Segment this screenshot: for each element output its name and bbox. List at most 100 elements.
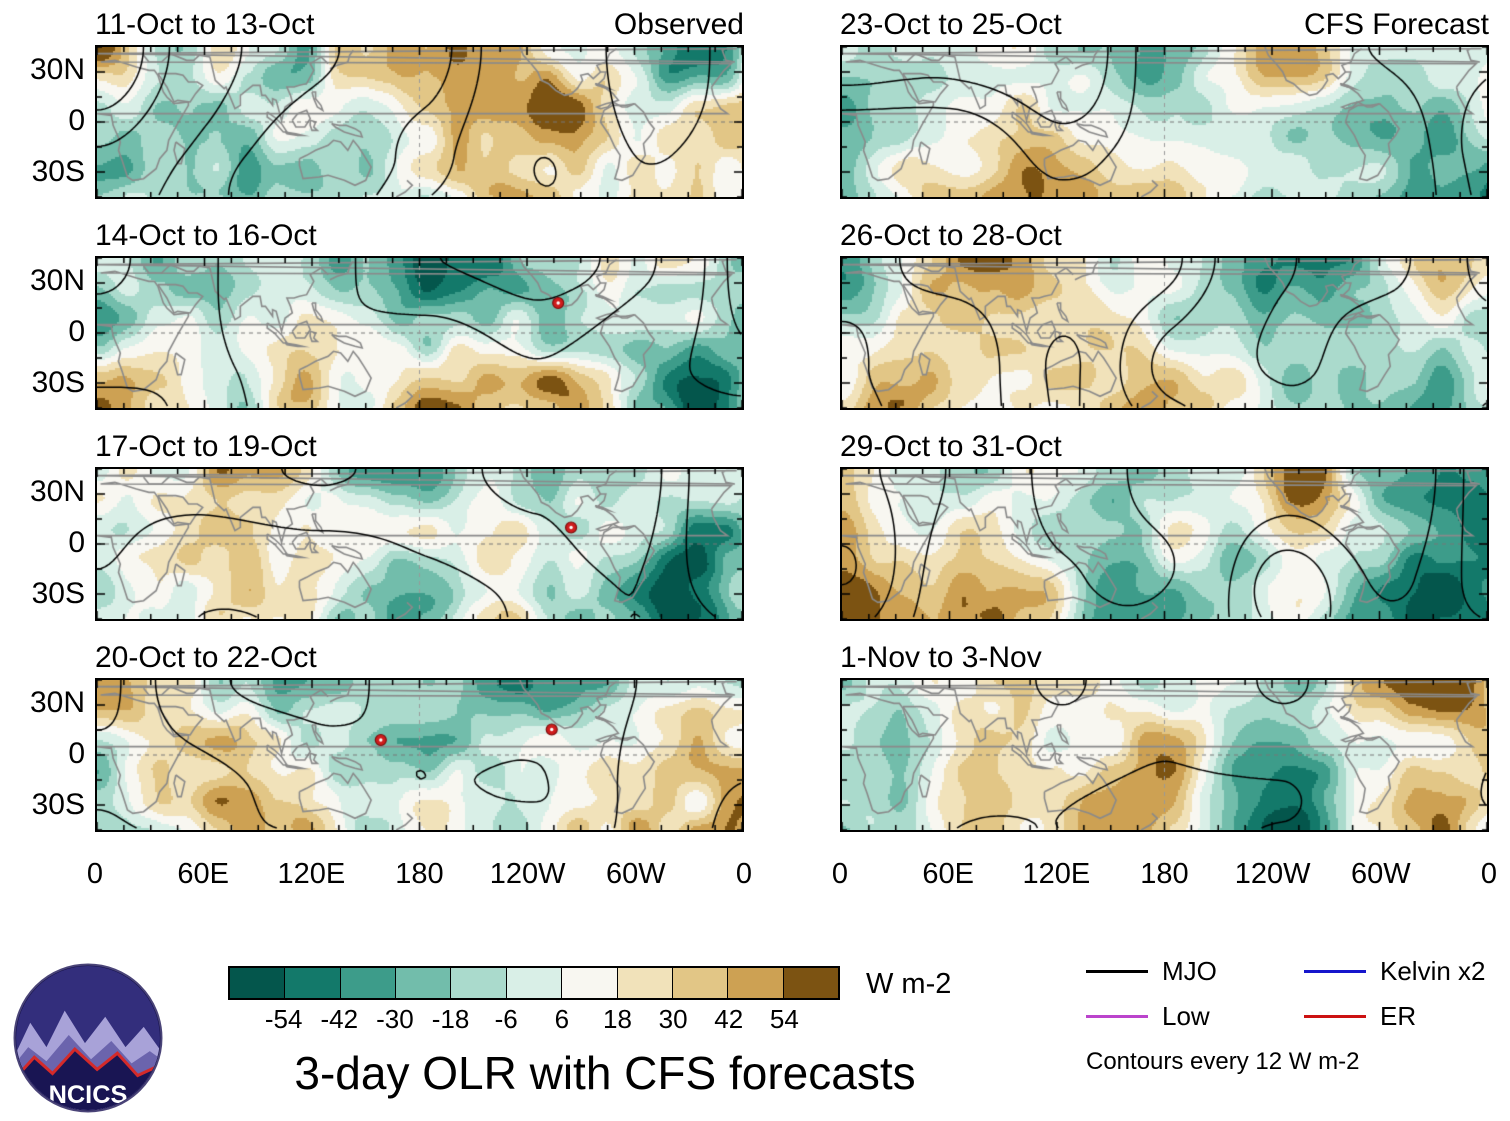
legend: MJO Kelvin x2 Low ER Contours every 12 W… bbox=[1086, 956, 1506, 1076]
panel-forecast-1: 23-Oct to 25-Oct CFS Forecast bbox=[840, 6, 1489, 199]
lon-label: 60W bbox=[606, 858, 666, 890]
er-line-sample bbox=[1304, 1015, 1366, 1018]
colorbar-segment bbox=[284, 968, 340, 998]
map-canvas bbox=[840, 45, 1489, 199]
lat-label-equator: 0 bbox=[68, 526, 85, 559]
panel-header: 14-Oct to 16-Oct bbox=[95, 217, 744, 253]
panel-grid: 11-Oct to 13-Oct Observed 30N 0 30S 23-O… bbox=[30, 6, 1497, 900]
map-canvas bbox=[95, 467, 744, 621]
footer-credit: Carl Schreck (cjschrec@ncsu.edu) bbox=[1150, 1118, 1504, 1121]
map-canvas bbox=[95, 256, 744, 410]
panel-header: 23-Oct to 25-Oct CFS Forecast bbox=[840, 6, 1489, 42]
colorbar-tick: -42 bbox=[320, 1004, 359, 1034]
colorbar-tick: 30 bbox=[658, 1004, 688, 1034]
panel-header: 20-Oct to 22-Oct bbox=[95, 639, 744, 675]
lat-label-30n: 30N bbox=[29, 686, 85, 719]
lat-label-30s: 30S bbox=[31, 788, 85, 821]
legend-label-mjo: MJO bbox=[1162, 956, 1217, 986]
lon-label: 120W bbox=[1234, 858, 1311, 890]
panel-forecast-3: 29-Oct to 31-Oct bbox=[840, 428, 1489, 621]
panel-observed-3: 17-Oct to 19-Oct 30N 0 30S bbox=[30, 428, 744, 621]
footer-url: ncics.org/mjo bbox=[10, 1118, 145, 1121]
column-label-cfs-forecast: CFS Forecast bbox=[1303, 8, 1489, 41]
panel-observed-4: 20-Oct to 22-Oct 30N 0 30S bbox=[30, 639, 744, 832]
colorbar-segment bbox=[616, 968, 672, 998]
lon-label: 0 bbox=[831, 858, 849, 890]
lon-axis-observed: 0 60E 120E 180 120W 60W 0 bbox=[87, 854, 752, 900]
colorbar-segment bbox=[339, 968, 396, 998]
low-line-sample bbox=[1086, 1015, 1148, 1018]
figure-title: 3-day OLR with CFS forecasts bbox=[294, 1047, 916, 1099]
map-area: 30N 0 30S bbox=[30, 467, 744, 621]
lon-label: 180 bbox=[1140, 858, 1189, 890]
panel-title: 20-Oct to 22-Oct bbox=[95, 641, 317, 674]
lon-label: 120E bbox=[1022, 858, 1091, 890]
colorbar: -54 -42 -30 -18 -6 6 18 30 42 54 bbox=[228, 966, 840, 1034]
panel-forecast-2: 26-Oct to 28-Oct bbox=[840, 217, 1489, 410]
colorbar-segment bbox=[395, 968, 451, 998]
lat-label-equator: 0 bbox=[68, 104, 85, 137]
panel-title: 1-Nov to 3-Nov bbox=[840, 641, 1042, 674]
legend-item-er: ER bbox=[1304, 1001, 1504, 1032]
legend-item-mjo: MJO bbox=[1086, 956, 1304, 987]
lon-label: 60E bbox=[177, 858, 229, 890]
lon-label: 0 bbox=[1480, 858, 1498, 890]
colorbar-tick: -18 bbox=[431, 1004, 470, 1034]
lat-label-30n: 30N bbox=[29, 264, 85, 297]
colorbar-tick: -30 bbox=[376, 1004, 414, 1034]
figure-footer-area: NCICS -54 -42 -30 -18 -6 6 18 30 42 54 W m-2 MJO … bbox=[0, 900, 1510, 1121]
map-canvas bbox=[840, 256, 1489, 410]
panel-observed-1: 11-Oct to 13-Oct Observed 30N 0 30S bbox=[30, 6, 744, 199]
panel-observed-2: 14-Oct to 16-Oct 30N 0 30S bbox=[30, 217, 744, 410]
panel-title: 29-Oct to 31-Oct bbox=[840, 430, 1062, 463]
colorbar-segment bbox=[782, 968, 838, 998]
legend-label-kelvin: Kelvin x2 bbox=[1380, 956, 1486, 986]
map-area: 30N 0 30S bbox=[30, 45, 744, 199]
lon-label: 120W bbox=[489, 858, 566, 890]
ncics-logo: NCICS bbox=[13, 963, 163, 1113]
map-canvas bbox=[840, 467, 1489, 621]
legend-label-low: Low bbox=[1162, 1001, 1210, 1031]
logo-text: NCICS bbox=[49, 1081, 128, 1109]
panel-header: 29-Oct to 31-Oct bbox=[840, 428, 1489, 464]
colorbar-segment bbox=[450, 968, 506, 998]
lat-label-30s: 30S bbox=[31, 155, 85, 188]
colorbar-tick: 6 bbox=[554, 1004, 570, 1034]
lon-label: 60E bbox=[922, 858, 974, 890]
lon-axis-forecast: 0 60E 120E 180 120W 60W 0 bbox=[832, 854, 1497, 900]
legend-label-er: ER bbox=[1380, 1001, 1417, 1031]
colorbar-ticks: -54 -42 -30 -18 -6 6 18 30 42 54 bbox=[228, 1000, 840, 1034]
map-area bbox=[840, 256, 1489, 410]
map-area: 30N 0 30S bbox=[30, 256, 744, 410]
panel-title: 26-Oct to 28-Oct bbox=[840, 219, 1062, 252]
colorbar-segments bbox=[228, 966, 840, 1000]
legend-item-kelvin: Kelvin x2 bbox=[1304, 956, 1504, 987]
lon-label: 0 bbox=[735, 858, 753, 890]
map-area bbox=[840, 45, 1489, 199]
lon-label: 120E bbox=[277, 858, 346, 890]
map-canvas bbox=[95, 678, 744, 832]
colorbar-unit: W m-2 bbox=[866, 968, 952, 1000]
colorbar-tick: 42 bbox=[714, 1004, 744, 1034]
map-area bbox=[840, 467, 1489, 621]
lat-label-30n: 30N bbox=[29, 475, 85, 508]
logo-front-ridge bbox=[16, 1049, 160, 1110]
panel-title: 14-Oct to 16-Oct bbox=[95, 219, 317, 252]
logo-red-line bbox=[16, 1047, 160, 1083]
map-area: 30N 0 30S bbox=[30, 678, 744, 832]
kelvin-line-sample bbox=[1304, 970, 1366, 973]
panel-header: 17-Oct to 19-Oct bbox=[95, 428, 744, 464]
colorbar-segment bbox=[230, 968, 285, 998]
lat-label-equator: 0 bbox=[68, 315, 85, 348]
colorbar-segment bbox=[727, 968, 783, 998]
lat-label-30n: 30N bbox=[29, 53, 85, 86]
panel-header: 1-Nov to 3-Nov bbox=[840, 639, 1489, 675]
colorbar-segment bbox=[671, 968, 728, 998]
colorbar-segment bbox=[561, 968, 617, 998]
mjo-line-sample bbox=[1086, 970, 1148, 973]
panel-title: 11-Oct to 13-Oct bbox=[95, 8, 315, 41]
map-canvas bbox=[840, 678, 1489, 832]
colorbar-tick: 18 bbox=[602, 1004, 632, 1034]
lat-label-30s: 30S bbox=[31, 366, 85, 399]
panel-forecast-4: 1-Nov to 3-Nov bbox=[840, 639, 1489, 832]
